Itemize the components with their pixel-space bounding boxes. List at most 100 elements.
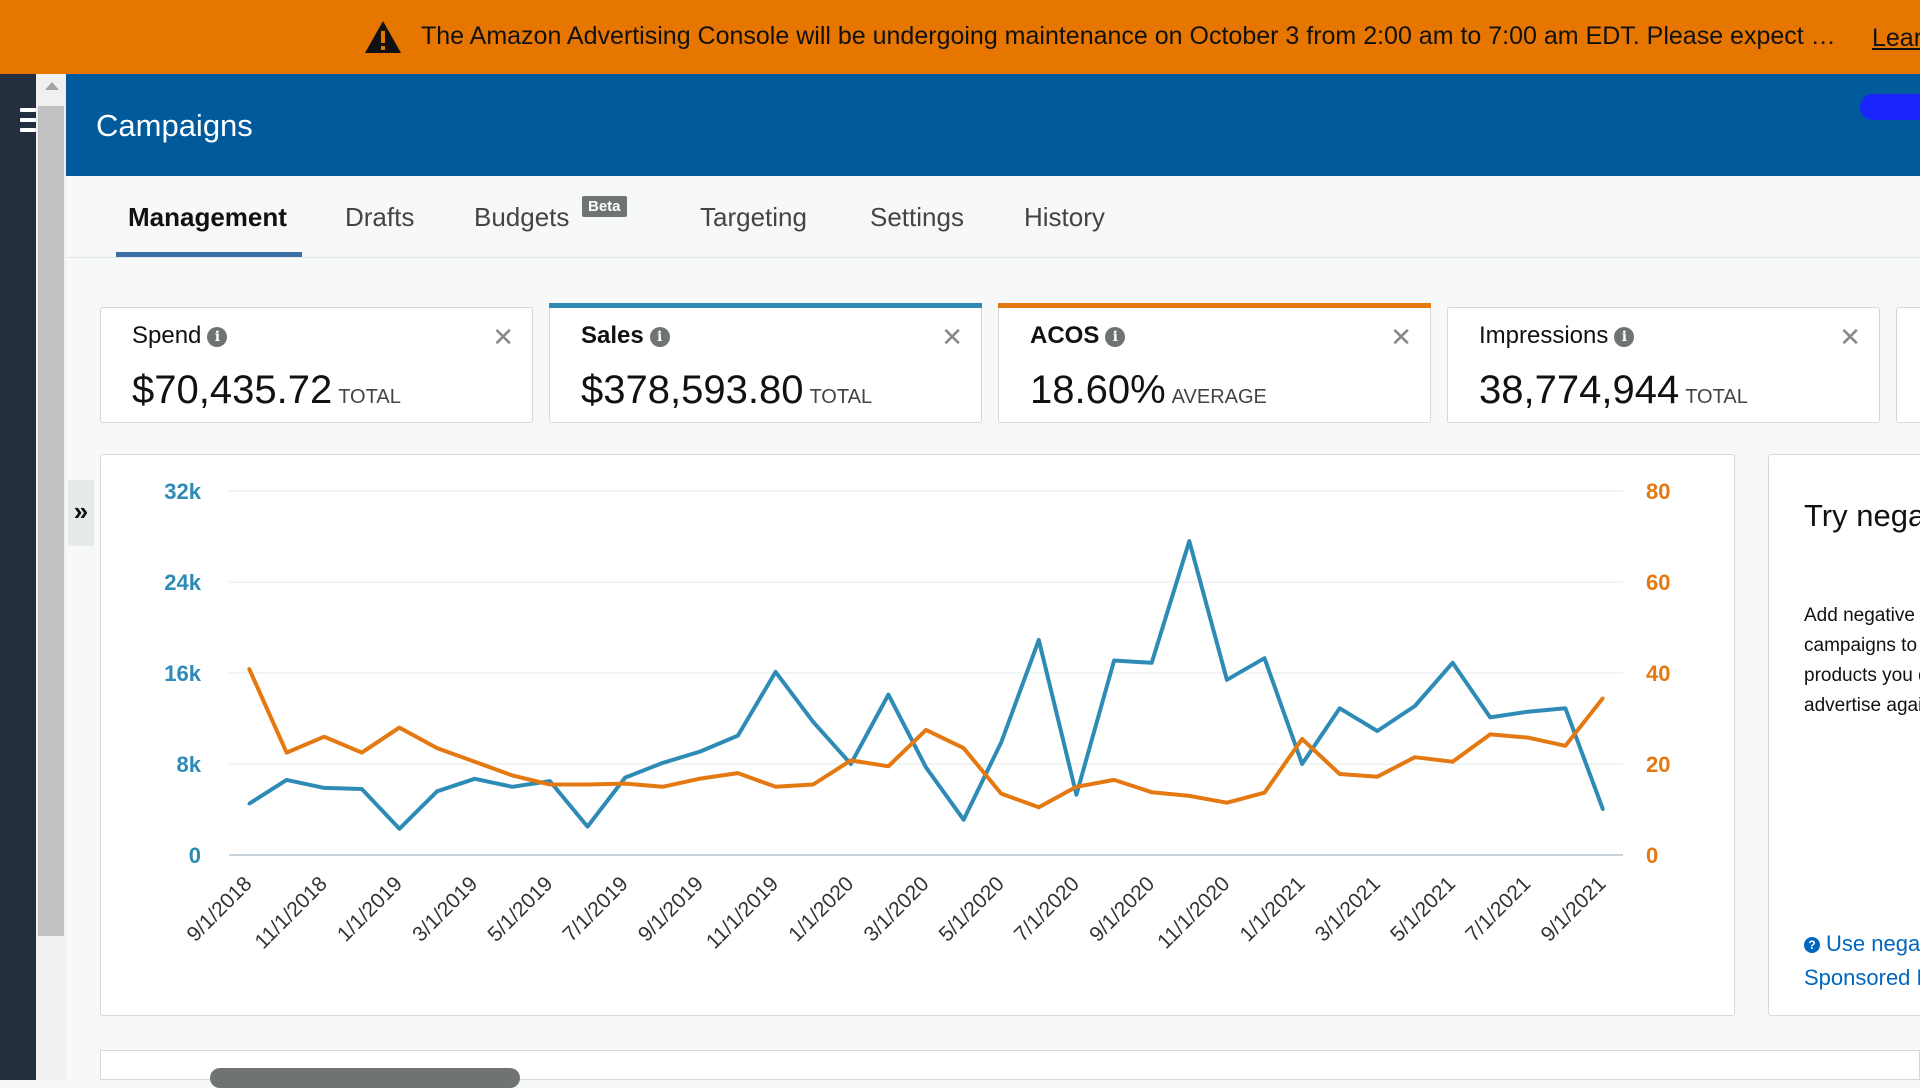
left-nav-rail: [0, 74, 36, 1080]
data-point: [1601, 696, 1605, 700]
tab-management[interactable]: Management: [128, 202, 287, 232]
horizontal-scroll-thumb[interactable]: [210, 1068, 520, 1088]
data-point: [1263, 791, 1266, 795]
data-point: [397, 726, 401, 730]
metric-card-sales[interactable]: Sales i ✕ $378,593.80 TOTAL: [549, 303, 982, 423]
promo-link[interactable]: Use negative targeting in Sponsored Prod…: [1804, 931, 1920, 990]
series-line-1: [247, 539, 1605, 831]
data-point: [285, 751, 289, 755]
metric-value: 18.60%: [1030, 368, 1166, 412]
data-point: [285, 778, 289, 782]
tab-targeting[interactable]: Targeting: [700, 202, 807, 232]
data-point: [247, 802, 251, 806]
maintenance-banner: The Amazon Advertising Console will be u…: [0, 0, 1920, 74]
info-icon[interactable]: i: [649, 327, 670, 347]
data-point: [962, 746, 966, 750]
banner-message: The Amazon Advertising Console will be u…: [421, 22, 1836, 50]
info-icon[interactable]: i: [1614, 327, 1635, 347]
data-point: [1263, 656, 1266, 660]
learn-more-link[interactable]: Lear: [1872, 24, 1920, 52]
metric-card-impressions[interactable]: Impressions i ✕ 38,774,944 TOTAL: [1447, 307, 1880, 423]
data-point: [360, 787, 364, 791]
account-avatar[interactable]: [1860, 94, 1920, 120]
close-icon[interactable]: ✕: [1839, 322, 1861, 352]
close-icon[interactable]: ✕: [1390, 322, 1412, 352]
x-tick-label: 5/1/2020: [935, 872, 1009, 946]
data-point: [1037, 805, 1041, 809]
series-color-bar: [549, 303, 982, 308]
data-point: [886, 693, 890, 697]
x-tick-label: 9/1/2019: [634, 872, 708, 946]
info-icon[interactable]: i: [207, 327, 228, 347]
data-point: [1187, 539, 1191, 543]
x-tick-label: 7/1/2020: [1010, 872, 1084, 946]
data-point: [924, 765, 928, 769]
metric-label: Sales: [581, 322, 644, 349]
data-point: [435, 789, 439, 793]
data-point: [397, 827, 401, 831]
data-point: [473, 777, 477, 781]
tab-settings[interactable]: Settings: [870, 202, 964, 232]
x-tick-label: 9/1/2020: [1085, 872, 1159, 946]
x-tick-label: 9/1/2021: [1536, 872, 1610, 946]
data-point: [247, 666, 251, 670]
data-point: [1074, 793, 1078, 797]
data-point: [510, 773, 514, 777]
metric-card-spend[interactable]: Spend i ✕ $70,435.72 TOTAL: [100, 307, 533, 423]
data-point: [1300, 737, 1304, 741]
metric-unit: TOTAL: [1685, 386, 1748, 408]
data-point: [473, 760, 477, 764]
data-point: [1375, 729, 1379, 733]
metric-unit: AVERAGE: [1171, 386, 1267, 408]
data-point: [322, 786, 326, 790]
y-left-tick-label: 24k: [164, 570, 201, 595]
close-icon[interactable]: ✕: [941, 322, 963, 352]
data-point: [736, 771, 740, 775]
data-point: [811, 782, 815, 786]
data-point: [1338, 706, 1342, 710]
metric-unit: TOTAL: [809, 386, 873, 408]
data-point: [811, 720, 815, 724]
data-point: [586, 825, 589, 829]
expand-panel-icon[interactable]: »: [68, 480, 94, 546]
x-tick-label: 3/1/2021: [1311, 872, 1385, 946]
data-point: [1488, 715, 1492, 719]
x-tick-label: 1/1/2019: [333, 872, 407, 946]
data-point: [1526, 710, 1530, 714]
data-point: [999, 792, 1003, 796]
data-point: [661, 785, 665, 789]
page-title: Campaigns: [96, 108, 253, 143]
data-point: [360, 751, 364, 755]
data-point: [1225, 801, 1229, 805]
data-point: [1451, 661, 1455, 665]
metric-card-partial[interactable]: [1896, 307, 1920, 423]
help-icon: ?: [1804, 937, 1820, 953]
x-tick-label: 11/1/2019: [702, 872, 783, 953]
scroll-up-arrow-icon[interactable]: [45, 82, 59, 90]
warning-icon: [365, 21, 401, 53]
data-point: [586, 782, 589, 786]
x-tick-label: 9/1/2018: [182, 872, 256, 946]
metric-card-acos[interactable]: ACOS i ✕ 18.60% AVERAGE: [998, 303, 1431, 423]
y-left-tick-label: 32k: [164, 479, 201, 504]
y-right-tick-label: 40: [1646, 661, 1670, 686]
tab-budgets[interactable]: Budgets: [474, 202, 570, 232]
page-header: Campaigns: [66, 74, 1920, 176]
scrollbar-thumb[interactable]: [38, 106, 64, 936]
promo-title: Try negative targeting: [1804, 498, 1920, 533]
beta-badge: Beta: [582, 196, 627, 217]
x-tick-label: 1/1/2021: [1236, 872, 1310, 946]
tab-drafts[interactable]: Drafts: [345, 202, 415, 232]
data-point: [1563, 744, 1567, 748]
hamburger-menu-icon[interactable]: [20, 108, 38, 138]
metric-unit: TOTAL: [338, 386, 401, 408]
tab-history[interactable]: History: [1024, 202, 1105, 232]
info-icon[interactable]: i: [1105, 327, 1126, 347]
x-tick-label: 11/1/2020: [1153, 872, 1234, 953]
data-point: [548, 779, 552, 783]
close-icon[interactable]: ✕: [492, 322, 514, 352]
x-tick-label: 11/1/2018: [251, 872, 332, 953]
data-point: [1037, 638, 1041, 642]
data-point: [1375, 775, 1379, 779]
metric-label: Impressions: [1479, 322, 1609, 349]
